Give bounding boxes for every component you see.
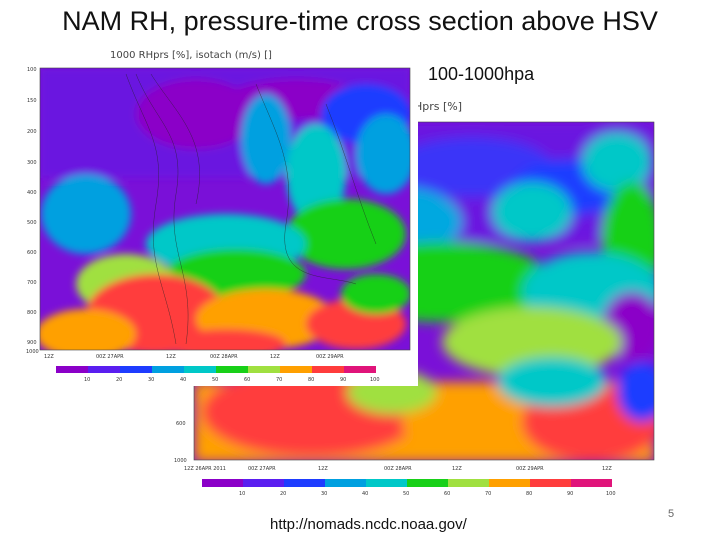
small-x-tick: 12Z: [166, 354, 176, 360]
large-colorbar-tick: 100: [606, 491, 616, 496]
large-colorbar: 10 20 30 40 50 60 70 80 90 100: [202, 479, 616, 496]
small-y-axis: 100 150 200 300 400 500 600 700 800 900 …: [26, 67, 39, 355]
small-y-tick: 400: [27, 190, 37, 196]
small-colorbar-tick: 80: [308, 377, 314, 383]
large-x-tick: 12Z: [318, 466, 328, 472]
small-cross-section-panel: 1000 RHprs [%], isotach (m/s) []: [26, 44, 418, 386]
small-colorbar: 10 20 30 40 50 60 70 80 90 100: [56, 366, 380, 383]
small-y-tick: 600: [27, 250, 37, 256]
small-colorbar-tick: 30: [148, 377, 154, 383]
small-colorbar-tick: 20: [116, 377, 122, 383]
large-colorbar-tick: 50: [403, 491, 409, 496]
small-y-tick: 200: [27, 129, 37, 135]
small-x-axis: 12Z 00Z 27APR 12Z 00Z 28APR 12Z 00Z 29AP…: [44, 354, 344, 360]
small-colorbar-tick: 60: [244, 377, 250, 383]
large-x-tick: 00Z 28APR: [384, 466, 412, 472]
source-url: http://nomads.ncdc.noaa.gov/: [270, 516, 467, 533]
large-panel-title: Hprs [%]: [414, 100, 462, 113]
small-panel-title: 1000 RHprs [%], isotach (m/s) []: [110, 50, 272, 61]
page-number: 5: [668, 508, 675, 520]
small-y-tick: 300: [27, 160, 37, 166]
small-y-tick: 700: [27, 280, 37, 286]
small-y-tick: 800: [27, 310, 37, 316]
small-colorbar-tick: 10: [84, 377, 90, 383]
large-colorbar-tick: 20: [280, 491, 286, 496]
large-colorbar-tick: 40: [362, 491, 368, 496]
large-x-tick: 12Z: [602, 466, 612, 472]
large-y-tick: 600: [176, 421, 186, 427]
large-y-tick: 1000: [174, 458, 187, 464]
small-colorbar-tick: 40: [180, 377, 186, 383]
small-x-tick: 12Z: [270, 354, 280, 360]
large-colorbar-tick: 10: [239, 491, 245, 496]
small-colorbar-tick: 70: [276, 377, 282, 383]
large-x-tick: 00Z 27APR: [248, 466, 276, 472]
small-rh-field: [40, 68, 410, 350]
small-x-tick: 00Z 27APR: [96, 354, 124, 360]
large-x-tick: 00Z 29APR: [516, 466, 544, 472]
large-colorbar-tick: 30: [321, 491, 327, 496]
small-colorbar-tick: 50: [212, 377, 218, 383]
slide-title: NAM RH, pressure-time cross section abov…: [62, 6, 658, 36]
small-x-tick: 00Z 29APR: [316, 354, 344, 360]
large-colorbar-tick: 70: [485, 491, 491, 496]
large-colorbar-tick: 60: [444, 491, 450, 496]
small-cross-section-plot: 1000 RHprs [%], isotach (m/s) []: [26, 50, 411, 383]
small-colorbar-tick: 90: [340, 377, 346, 383]
small-y-tick: 1000: [26, 349, 39, 355]
large-x-tick: 12Z: [452, 466, 462, 472]
small-y-tick: 100: [27, 67, 37, 73]
small-colorbar-tick: 100: [370, 377, 380, 383]
small-x-tick: 12Z: [44, 354, 54, 360]
small-y-tick: 900: [27, 340, 37, 346]
large-colorbar-tick: 80: [526, 491, 532, 496]
slide-subtitle: 100-1000hpa: [428, 64, 535, 84]
small-y-tick: 150: [27, 98, 37, 104]
large-colorbar-tick: 90: [567, 491, 573, 496]
large-y-axis: 600 1000: [174, 421, 187, 464]
small-x-tick: 00Z 28APR: [210, 354, 238, 360]
large-x-axis: 12Z 26APR 2011 00Z 27APR 12Z 00Z 28APR 1…: [184, 466, 612, 472]
small-y-tick: 500: [27, 220, 37, 226]
large-x-tick: 12Z 26APR 2011: [184, 466, 226, 472]
